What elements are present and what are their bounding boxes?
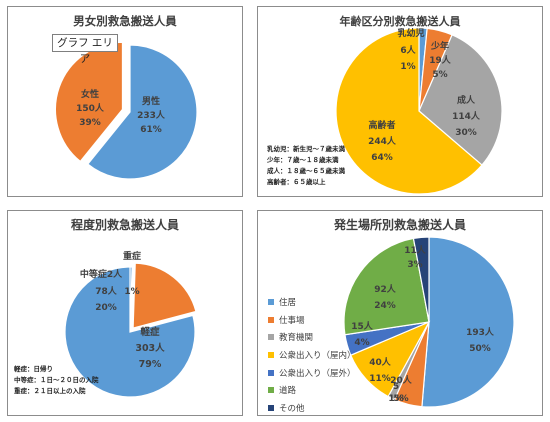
legend-item: 公衆出入り（屋内） xyxy=(268,346,356,364)
pie-chart-gender: 男性 233人 61% 女性 150人 39% xyxy=(54,41,198,180)
legend-item: 公衆出入り（屋外） xyxy=(268,364,356,382)
chart-title: 年齢区分別救急搬送人員 xyxy=(339,15,461,28)
legend-label: 仕事場 xyxy=(279,315,305,326)
legend-swatch xyxy=(268,387,274,394)
legend-swatch xyxy=(268,316,274,323)
pie-slice xyxy=(421,236,515,408)
pie-chart-age: 乳幼児 6人 1% 少年 19人 5%成人 114人 30% 高齢者 244人 64% xyxy=(335,27,503,195)
data-label: 193人 50% xyxy=(466,326,495,354)
data-label: 重症 xyxy=(123,250,141,262)
chart-title: 男女別救急搬送人員 xyxy=(73,14,177,28)
data-label: 女性 150人 39% xyxy=(76,88,105,128)
chart-panel-gender[interactable]: 男女別救急搬送人員 男性 233人 61% 女性 150人 39% グラフ エリア xyxy=(7,6,243,197)
data-label: 5% xyxy=(393,394,408,404)
data-label: 1% xyxy=(124,287,139,297)
pie-chart-location: 193人 50% 20人 5% 5 1% 40人 11% 15人 4% 92人 24% 11人 3% xyxy=(343,236,515,408)
severity-note: 重症：２１日以上の入院 xyxy=(14,387,86,395)
legend-swatch xyxy=(268,404,274,411)
data-label: 男性 233人 61% xyxy=(137,95,166,135)
chart-legend: 住居仕事場教育機関公衆出入り（屋内） 公衆出入り（屋外） 道路その他 xyxy=(268,293,356,417)
age-note: 少年：７歳～１８歳未満 xyxy=(267,156,339,164)
data-label: 軽症 303人 79% xyxy=(135,326,165,370)
data-label: 78人 xyxy=(95,285,118,297)
legend-item: 道路 xyxy=(268,381,356,399)
severity-notes: 軽症：日帰り 中等症：１日～２０日の入院 重症：２１日以上の入院 xyxy=(14,364,99,397)
legend-item: 住居 xyxy=(268,293,356,311)
data-label: 11% xyxy=(369,374,391,384)
pie-slice xyxy=(343,237,430,336)
data-label: 92人 24% xyxy=(374,283,397,311)
age-note: 成人：１８歳～６５歳未満 xyxy=(267,167,345,175)
data-label: 4% xyxy=(354,338,369,348)
legend-label: 公衆出入り（屋内） xyxy=(279,350,356,361)
data-label: 15人 xyxy=(351,320,374,332)
legend-swatch xyxy=(268,298,274,305)
chart-panel-age[interactable]: 年齢区分別救急搬送人員 乳幼児 6人 1% 少年 19人 5% 成人 114人 30% 高齢者 24… xyxy=(257,6,543,197)
data-label: 6人 1% xyxy=(400,44,416,72)
data-label: 成人 114人 30% xyxy=(452,94,481,138)
chart-title: 発生場所別救急搬送人員 xyxy=(333,218,466,232)
pie-slice xyxy=(412,236,430,323)
severity-note: 中等症：１日～２０日の入院 xyxy=(14,376,99,384)
legend-label: 教育機関 xyxy=(279,333,314,344)
chart-area-tooltip: グラフ エリア xyxy=(52,34,118,65)
data-label: 20人 xyxy=(390,374,413,386)
legend-label: 道路 xyxy=(279,386,297,397)
chart-title: 程度別救急搬送人員 xyxy=(70,218,179,232)
data-label: 3% xyxy=(407,260,422,270)
age-note: 高齢者：６５歳以上 xyxy=(267,178,326,186)
pie-slice xyxy=(86,44,198,180)
legend-item: 仕事場 xyxy=(268,311,356,329)
severity-note: 軽症：日帰り xyxy=(14,365,53,373)
chart-panel-location[interactable]: 発生場所別救急搬送人員 193人 50% 20人 5% 5 1% 40人 11% 15人 4% 92… xyxy=(257,210,543,416)
data-label: 高齢者 244人 64% xyxy=(368,119,397,163)
data-label: 11人 xyxy=(404,244,427,256)
pie-slice xyxy=(64,266,196,398)
legend-item: 教育機関 xyxy=(268,328,356,346)
data-label: 乳幼児 xyxy=(397,27,424,39)
legend-swatch xyxy=(268,351,274,358)
legend-label: その他 xyxy=(279,403,305,414)
data-label: 20% xyxy=(95,303,117,313)
legend-label: 住居 xyxy=(279,297,297,308)
chart-panel-severity[interactable]: 程度別救急搬送人員 重症 中等症2人 1% 78人 20% 軽症 303人 79% 軽症：日帰… xyxy=(7,210,243,416)
legend-swatch xyxy=(268,369,274,376)
legend-label: 公衆出入り（屋外） xyxy=(279,368,356,379)
data-label: 40人 xyxy=(369,356,392,368)
pie-slice xyxy=(335,27,483,195)
age-note: 乳幼児：新生児～７歳未満 xyxy=(267,145,345,153)
data-label: 5 xyxy=(393,382,399,392)
data-label: 中等症2人 xyxy=(80,268,123,280)
pie-slice xyxy=(132,262,197,329)
legend-item: その他 xyxy=(268,399,356,417)
data-label: 少年 19人 5% xyxy=(429,40,452,80)
age-notes: 乳幼児：新生児～７歳未満 少年：７歳～１８歳未満 成人：１８歳～６５歳未満 高齢… xyxy=(267,144,345,188)
data-label: 1% xyxy=(388,394,403,404)
legend-swatch xyxy=(268,334,274,341)
pie-slice xyxy=(418,34,503,166)
